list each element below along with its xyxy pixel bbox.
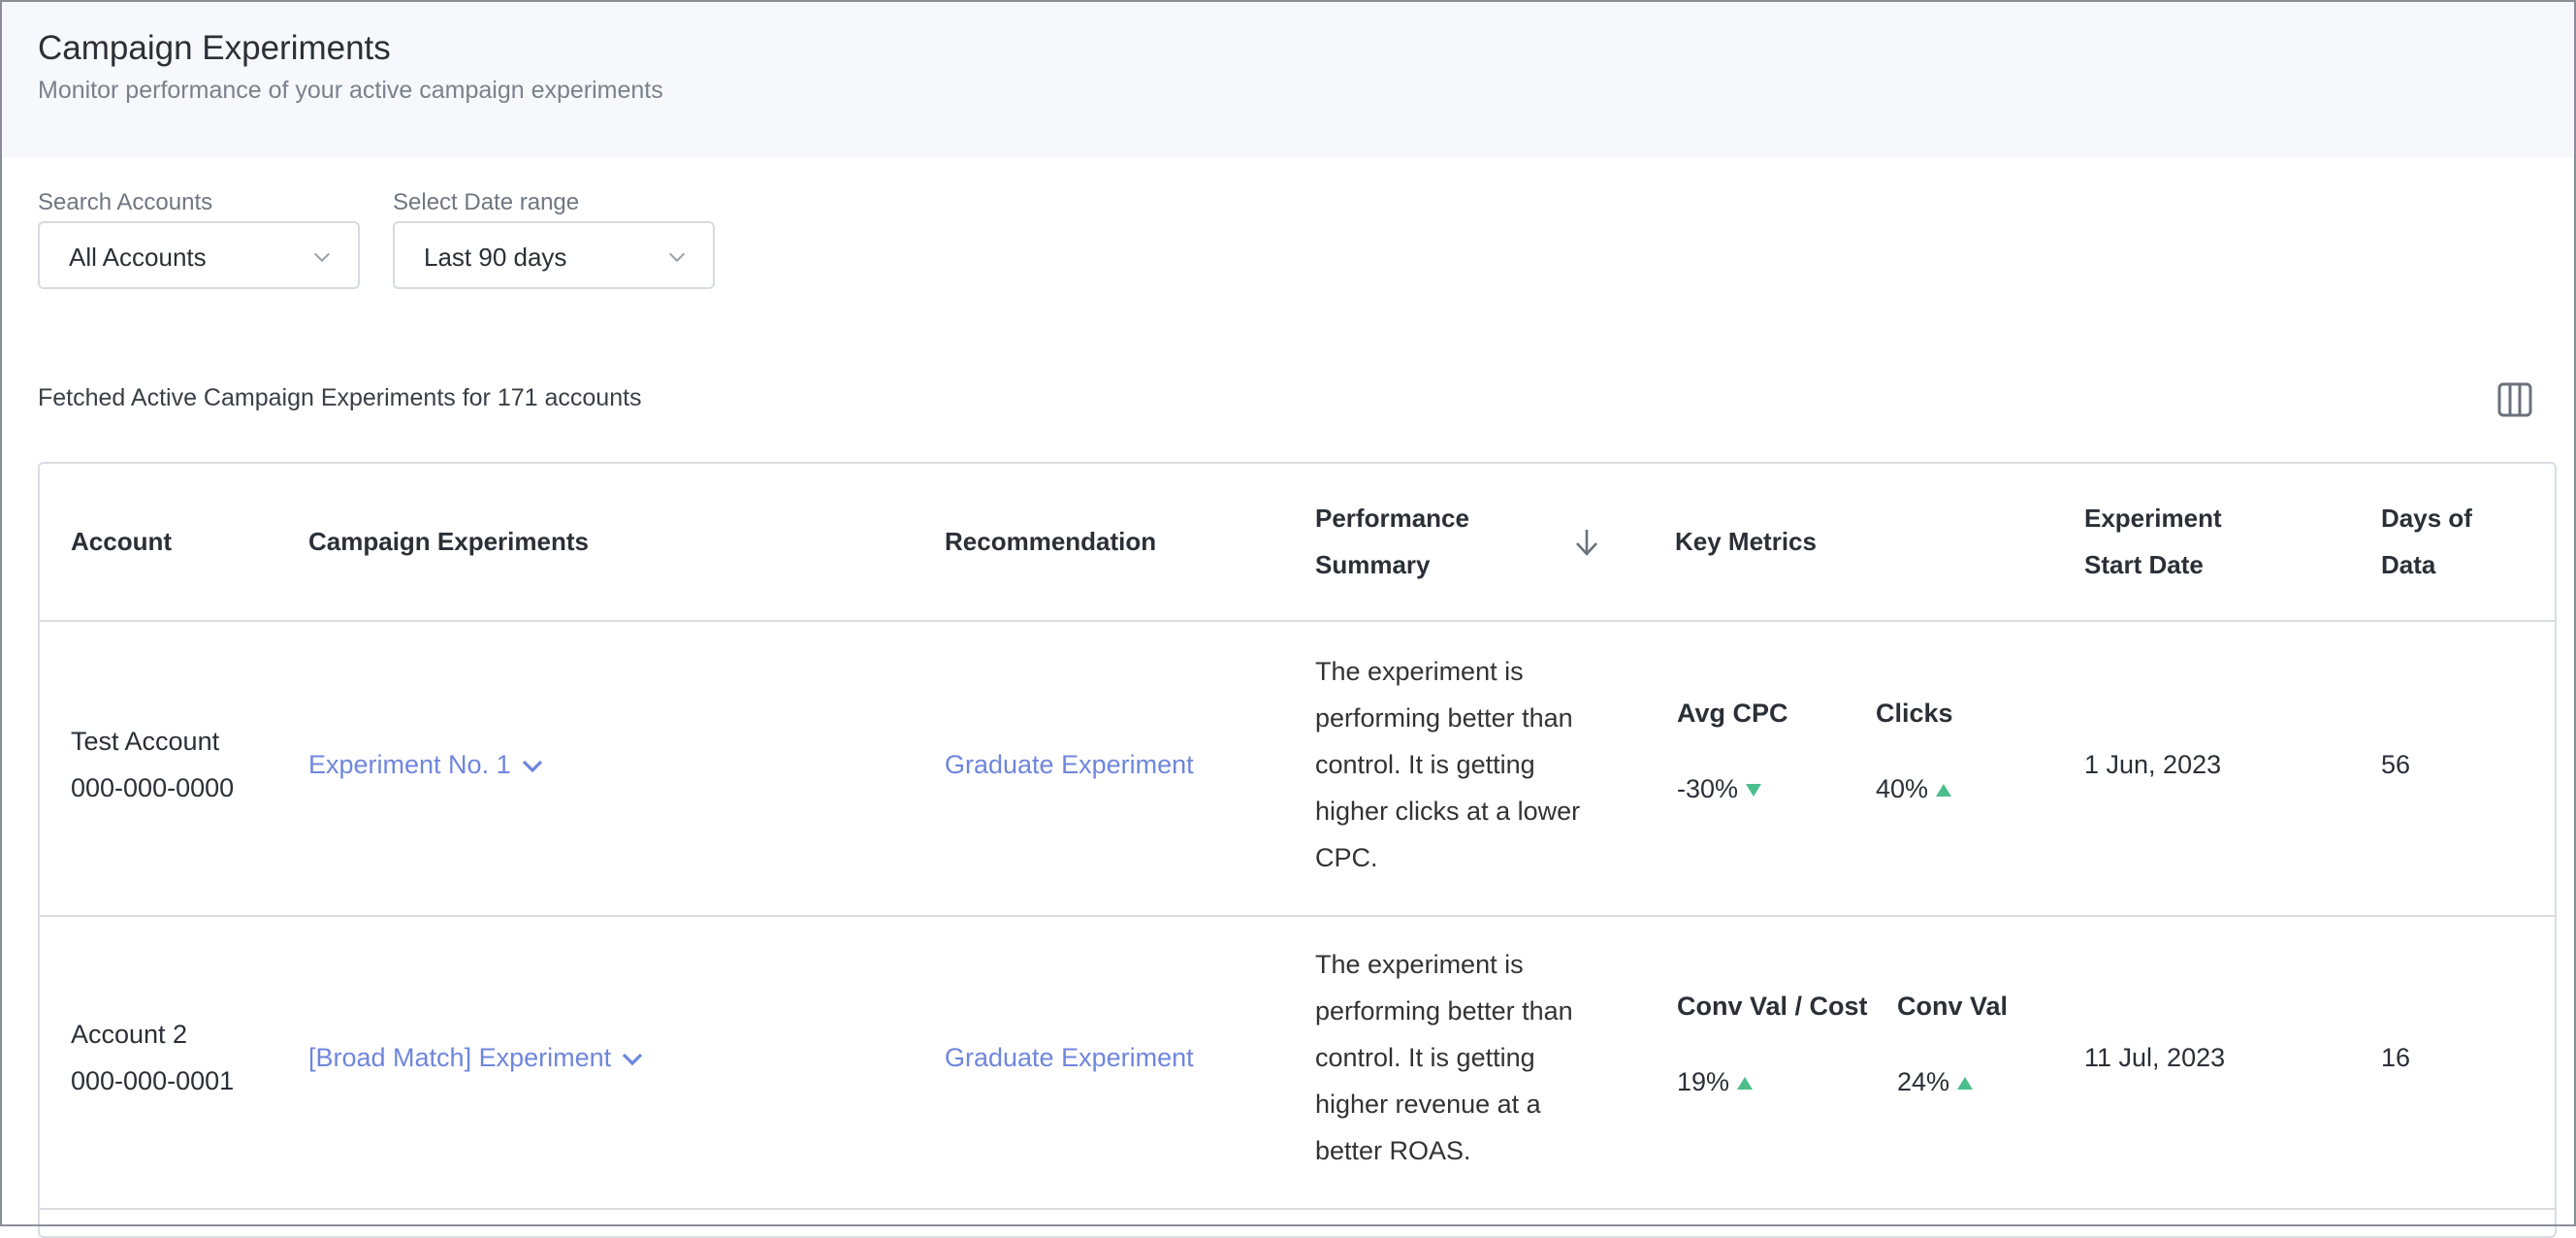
- experiment-dropdown[interactable]: [Broad Match] Experiment: [308, 1034, 644, 1081]
- metric-label: Clicks: [1876, 699, 1953, 728]
- account-id: 000-000-0000: [71, 773, 235, 802]
- sort-arrow-down-icon[interactable]: [1573, 528, 1600, 557]
- header-days-of-data[interactable]: Days of Data: [2381, 495, 2472, 588]
- perf-line: higher revenue at a: [1315, 1090, 1541, 1119]
- triangle-down-icon: [1746, 784, 1762, 798]
- perf-line: higher clicks at a lower: [1315, 797, 1581, 826]
- results-summary: Fetched Active Campaign Experiments for …: [38, 384, 642, 411]
- performance-summary: The experiment is performing better than…: [1315, 941, 1626, 1174]
- start-date: 1 Jun, 2023: [2084, 750, 2222, 779]
- metric-value: 40%: [1876, 774, 1952, 804]
- metric-value-text: -30%: [1677, 774, 1739, 803]
- account-cell: Account 2 000-000-0001: [71, 1011, 234, 1104]
- table-header-row: Account Campaign Experiments Recommendat…: [40, 464, 2555, 622]
- perf-line: The experiment is: [1315, 950, 1524, 979]
- account-id: 000-000-0001: [71, 1066, 235, 1095]
- days-of-data: 56: [2381, 750, 2411, 779]
- experiment-name: [Broad Match] Experiment: [308, 1043, 612, 1072]
- table-row[interactable]: Account 2 000-000-0001 [Broad Match] Exp…: [40, 915, 2555, 1210]
- start-date: 11 Jul, 2023: [2084, 1043, 2226, 1072]
- table-row[interactable]: Test Account 000-000-0000 Experiment No.…: [40, 622, 2555, 917]
- perf-line: control. It is getting: [1315, 1043, 1535, 1072]
- account-name: Account 2: [71, 1020, 188, 1049]
- metric-value: 19%: [1677, 1067, 1754, 1097]
- header-days-line1: Days of: [2381, 504, 2472, 533]
- metric-label: Conv Val: [1897, 992, 2009, 1021]
- perf-line: performing better than: [1315, 996, 1573, 1026]
- experiment-name: Experiment No. 1: [308, 750, 511, 779]
- metric-label: Avg CPC: [1677, 699, 1788, 728]
- date-filter-label: Select Date range: [393, 189, 580, 215]
- days-of-data: 16: [2381, 1043, 2411, 1072]
- columns-icon[interactable]: [2496, 381, 2533, 418]
- chevron-down-icon: [522, 760, 542, 773]
- recommendation-link[interactable]: Graduate Experiment: [945, 750, 1194, 779]
- chevron-down-icon: [623, 1053, 643, 1066]
- metric-value-text: 24%: [1897, 1067, 1950, 1096]
- chevron-down-icon: [668, 252, 686, 263]
- accounts-select[interactable]: All Accounts: [38, 221, 360, 289]
- header-campaign-experiments[interactable]: Campaign Experiments: [308, 527, 589, 556]
- experiment-dropdown[interactable]: Experiment No. 1: [308, 741, 544, 788]
- metric-label: Conv Val / Cost: [1677, 992, 1868, 1021]
- page-subtitle: Monitor performance of your active campa…: [38, 77, 663, 104]
- accounts-filter-label: Search Accounts: [38, 189, 213, 215]
- perf-line: performing better than: [1315, 703, 1573, 733]
- header-start-date-line2: Start Date: [2084, 550, 2204, 579]
- page-title: Campaign Experiments: [38, 29, 391, 67]
- date-range-select[interactable]: Last 90 days: [393, 221, 715, 289]
- accounts-select-value: All Accounts: [69, 243, 207, 272]
- triangle-up-icon: [1737, 1077, 1754, 1091]
- header-performance-summary[interactable]: Performance Summary: [1315, 495, 1469, 588]
- metric-value-text: 19%: [1677, 1067, 1730, 1096]
- header-key-metrics[interactable]: Key Metrics: [1675, 527, 1817, 556]
- date-range-value: Last 90 days: [424, 243, 567, 272]
- account-cell: Test Account 000-000-0000: [71, 718, 234, 811]
- account-name: Test Account: [71, 727, 220, 756]
- recommendation-link[interactable]: Graduate Experiment: [945, 1043, 1194, 1072]
- header-start-date-line1: Experiment: [2084, 504, 2222, 533]
- page-header: Campaign Experiments Monitor performance…: [2, 2, 2574, 157]
- perf-line: The experiment is: [1315, 657, 1524, 686]
- triangle-up-icon: [1936, 784, 1952, 798]
- perf-line: CPC.: [1315, 843, 1378, 872]
- experiments-table: Account Campaign Experiments Recommendat…: [38, 462, 2557, 1238]
- header-days-line2: Data: [2381, 550, 2436, 579]
- triangle-up-icon: [1957, 1077, 1974, 1091]
- metric-value-text: 40%: [1876, 774, 1929, 803]
- header-recommendation[interactable]: Recommendation: [945, 527, 1157, 556]
- metric-value: 24%: [1897, 1067, 1974, 1097]
- perf-line: better ROAS.: [1315, 1136, 1471, 1165]
- metric-value: -30%: [1677, 774, 1762, 804]
- chevron-down-icon: [313, 252, 331, 263]
- header-performance-line1: Performance: [1315, 504, 1469, 533]
- header-start-date[interactable]: Experiment Start Date: [2084, 495, 2222, 588]
- header-performance-line2: Summary: [1315, 550, 1431, 579]
- header-account[interactable]: Account: [71, 527, 172, 556]
- performance-summary: The experiment is performing better than…: [1315, 648, 1626, 881]
- perf-line: control. It is getting: [1315, 750, 1535, 779]
